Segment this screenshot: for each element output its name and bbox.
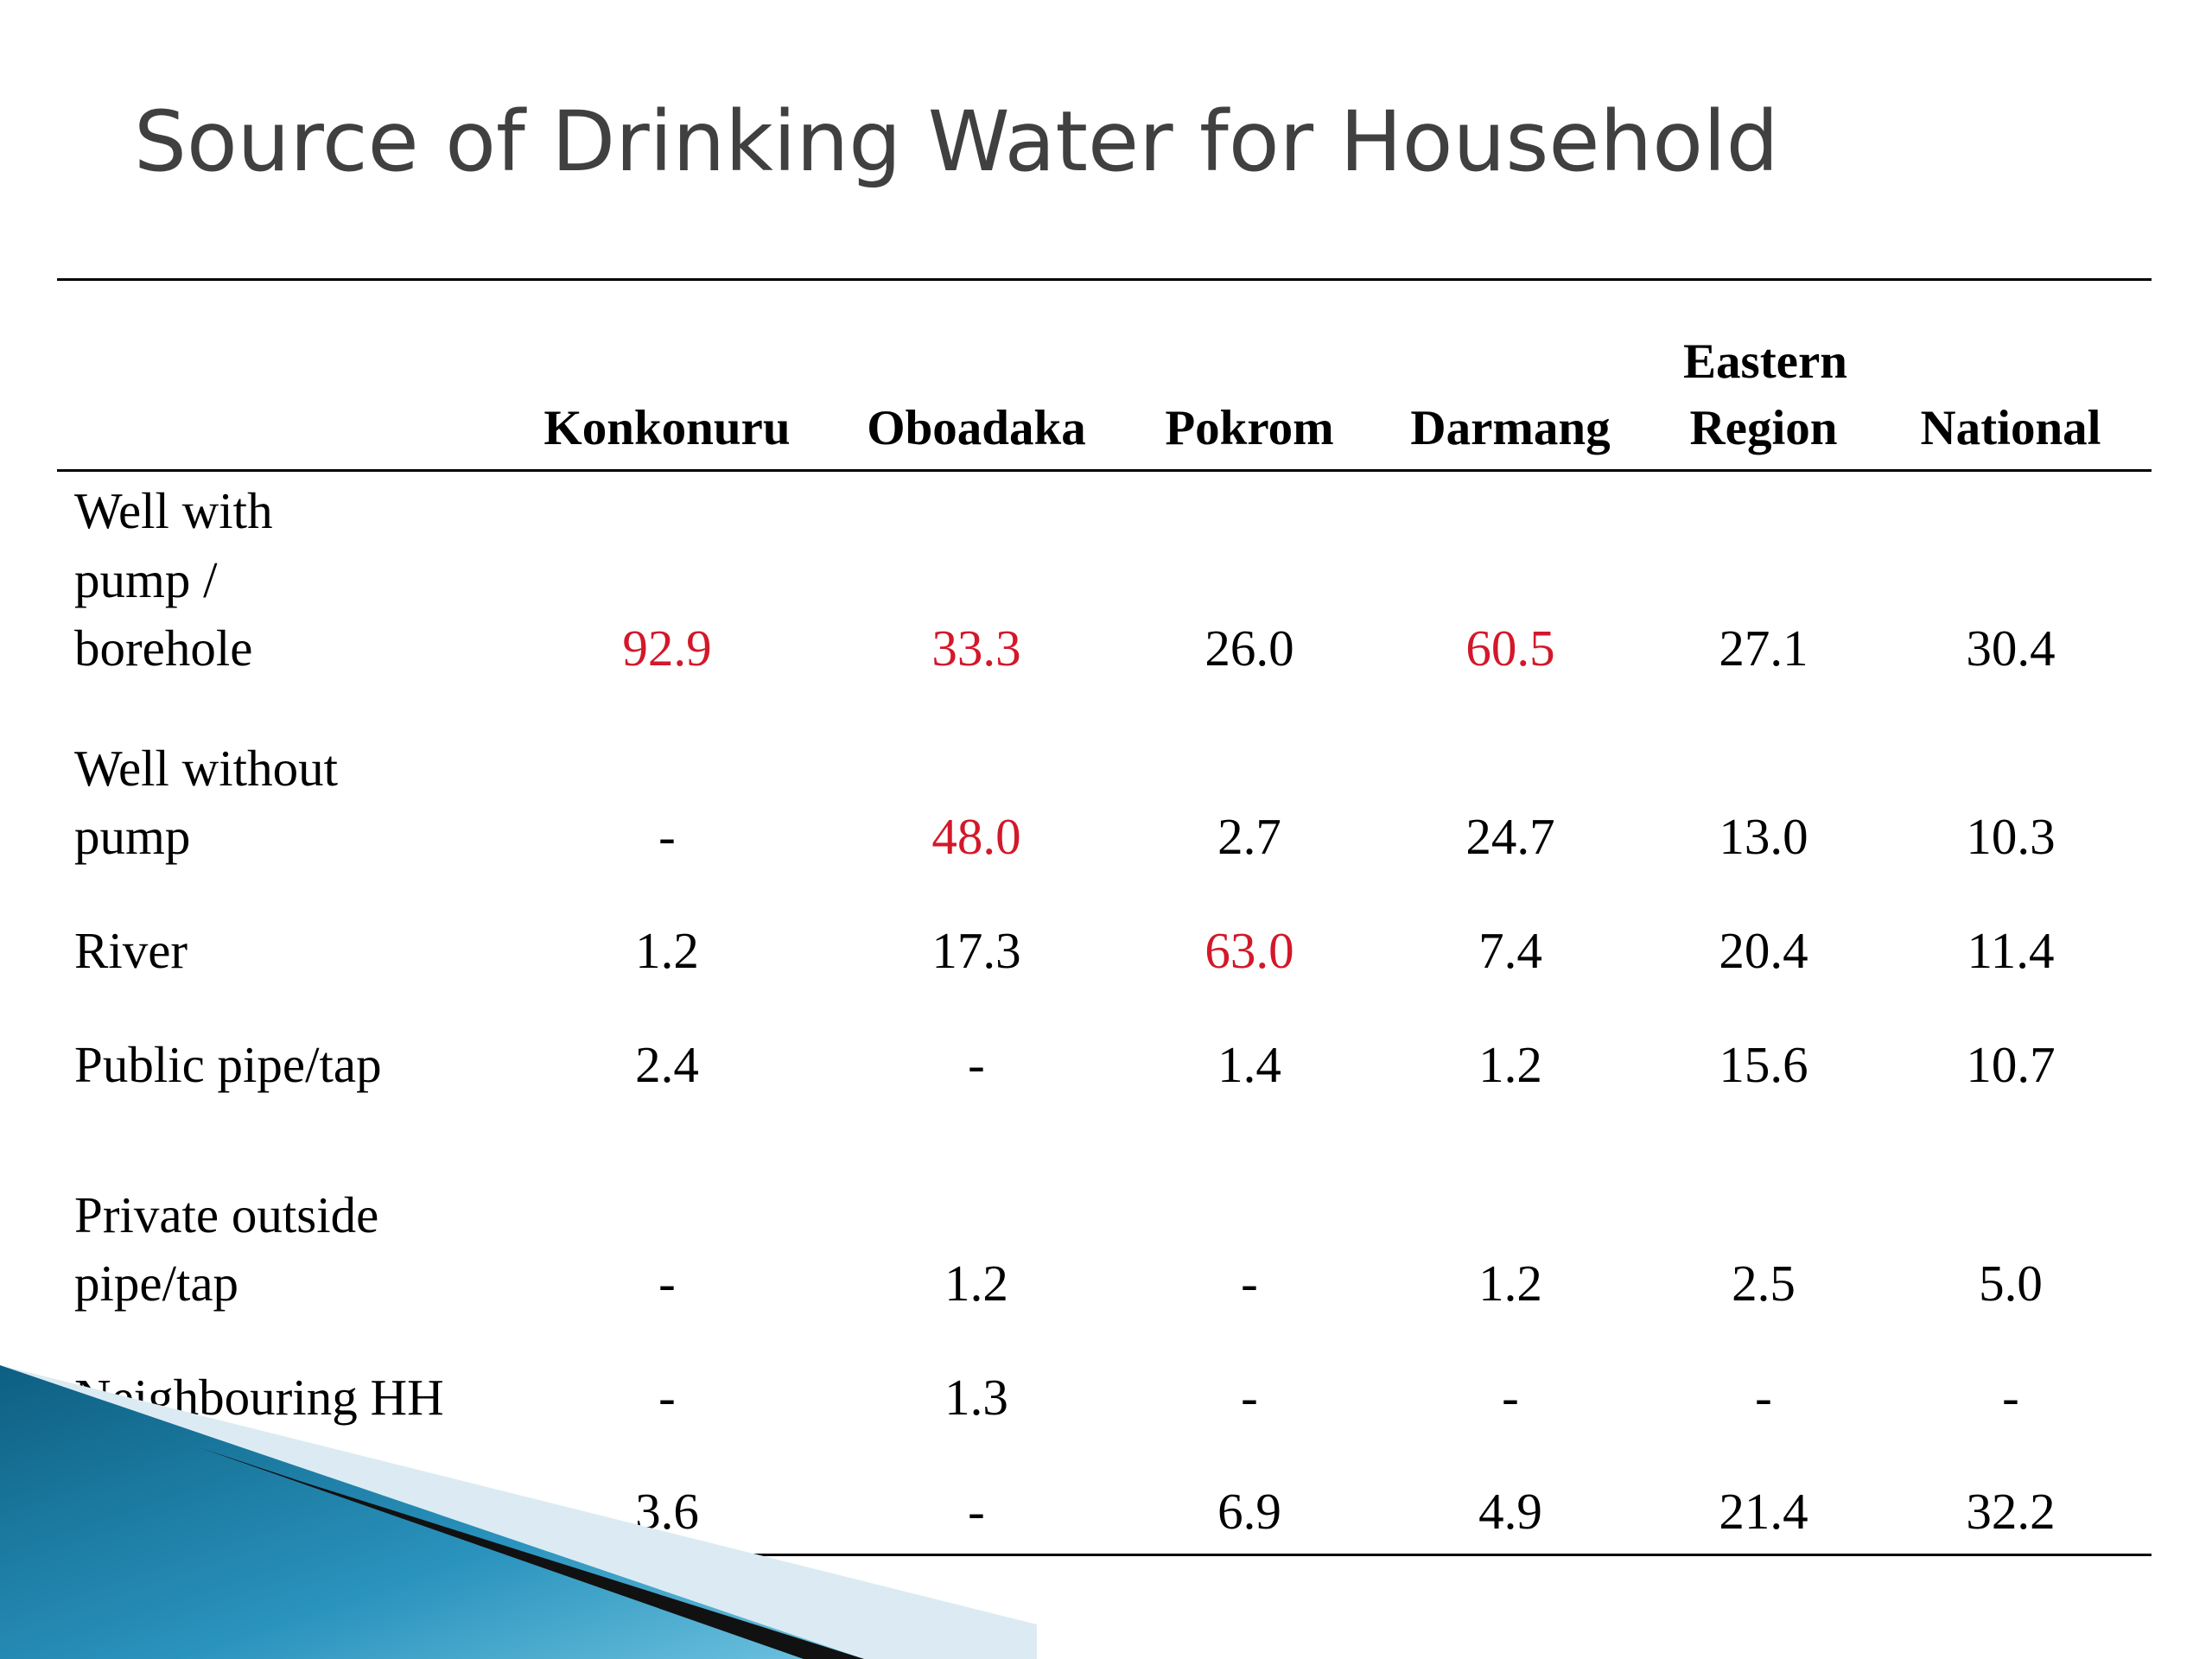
- cell-value: 10.7: [1966, 1036, 2056, 1094]
- cell-value: -: [1241, 1369, 1258, 1427]
- cell-value: 60.5: [1465, 620, 1555, 677]
- row-label: Public pipe/tap: [74, 1036, 382, 1094]
- header-oboadaka: Oboadaka: [867, 401, 1086, 456]
- header-pokrom: Pokrom: [1165, 401, 1334, 456]
- row-label: Private outside pipe/tap: [74, 1185, 379, 1313]
- cell-value: 10.3: [1966, 808, 2056, 866]
- table-row: Public pipe/tap 2.4 - 1.4 1.2 15.6 10.7: [57, 993, 2152, 1107]
- cell-value: 7.4: [1478, 922, 1542, 980]
- cell-value: 1.2: [635, 922, 699, 980]
- cell-value: 21.4: [1719, 1483, 1808, 1541]
- table-row: Well with pump / borehole 92.9 33.3 26.0…: [57, 471, 2152, 691]
- cell-value: 32.2: [1966, 1483, 2056, 1541]
- cell-value: 33.3: [931, 620, 1021, 677]
- slide-title: Source of Drinking Water for Household: [134, 93, 1779, 190]
- cell-value: 27.1: [1719, 620, 1808, 677]
- cell-value: 6.9: [1217, 1483, 1281, 1541]
- cell-value: -: [1502, 1369, 1519, 1427]
- cell-value: -: [658, 1255, 676, 1313]
- cell-value: 92.9: [622, 620, 712, 677]
- table-row: Private outside pipe/tap - 1.2 - 1.2 2.5…: [57, 1107, 2152, 1325]
- cell-value: 17.3: [931, 922, 1021, 980]
- header-konkonuru: Konkonuru: [543, 401, 791, 456]
- slide-corner-decoration: [0, 1365, 1037, 1659]
- cell-value: 30.4: [1966, 620, 2056, 677]
- cell-value: -: [968, 1483, 985, 1541]
- cell-value: -: [968, 1036, 985, 1094]
- cell-value: -: [2002, 1369, 2019, 1427]
- header-national: National: [1920, 401, 2101, 456]
- cell-value: -: [1241, 1255, 1258, 1313]
- cell-value: 2.5: [1732, 1255, 1796, 1313]
- decor-blue-wedge: [0, 1365, 864, 1659]
- cell-value: 1.2: [944, 1255, 1008, 1313]
- cell-value: 5.0: [1979, 1255, 2043, 1313]
- header-eastern-region: Eastern Region: [1683, 334, 1847, 456]
- table-row: Well without pump - 48.0 2.7 24.7 13.0 1…: [57, 690, 2152, 879]
- cell-value: -: [1755, 1369, 1772, 1427]
- cell-value: 4.9: [1478, 1483, 1542, 1541]
- cell-value: 1.4: [1217, 1036, 1281, 1094]
- header-darmang: Darmang: [1410, 401, 1611, 456]
- table-row: River 1.2 17.3 63.0 7.4 20.4 11.4: [57, 879, 2152, 993]
- cell-value: -: [658, 1369, 676, 1427]
- header-blank: [57, 280, 517, 471]
- cell-value: 63.0: [1205, 922, 1294, 980]
- cell-value: 1.3: [944, 1369, 1008, 1427]
- row-label: Well with pump / borehole: [74, 482, 273, 677]
- row-label: Well without pump: [74, 739, 338, 866]
- cell-value: 26.0: [1205, 620, 1294, 677]
- cell-value: 20.4: [1719, 922, 1808, 980]
- row-label: River: [74, 922, 188, 980]
- cell-value: 24.7: [1465, 808, 1555, 866]
- cell-value: -: [658, 808, 676, 866]
- cell-value: 13.0: [1719, 808, 1808, 866]
- cell-value: 11.4: [1967, 922, 2055, 980]
- table-row: Neighbouring HH - 1.3 - - - -: [57, 1325, 2152, 1440]
- cell-value: 48.0: [931, 808, 1021, 866]
- cell-value: 2.7: [1217, 808, 1281, 866]
- cell-value: 15.6: [1719, 1036, 1808, 1094]
- header-row: Konkonuru Oboadaka Pokrom Darmang Easter…: [57, 279, 2152, 471]
- cell-value: 2.4: [635, 1036, 699, 1094]
- cell-value: 1.2: [1478, 1036, 1542, 1094]
- cell-value: 1.2: [1478, 1255, 1542, 1313]
